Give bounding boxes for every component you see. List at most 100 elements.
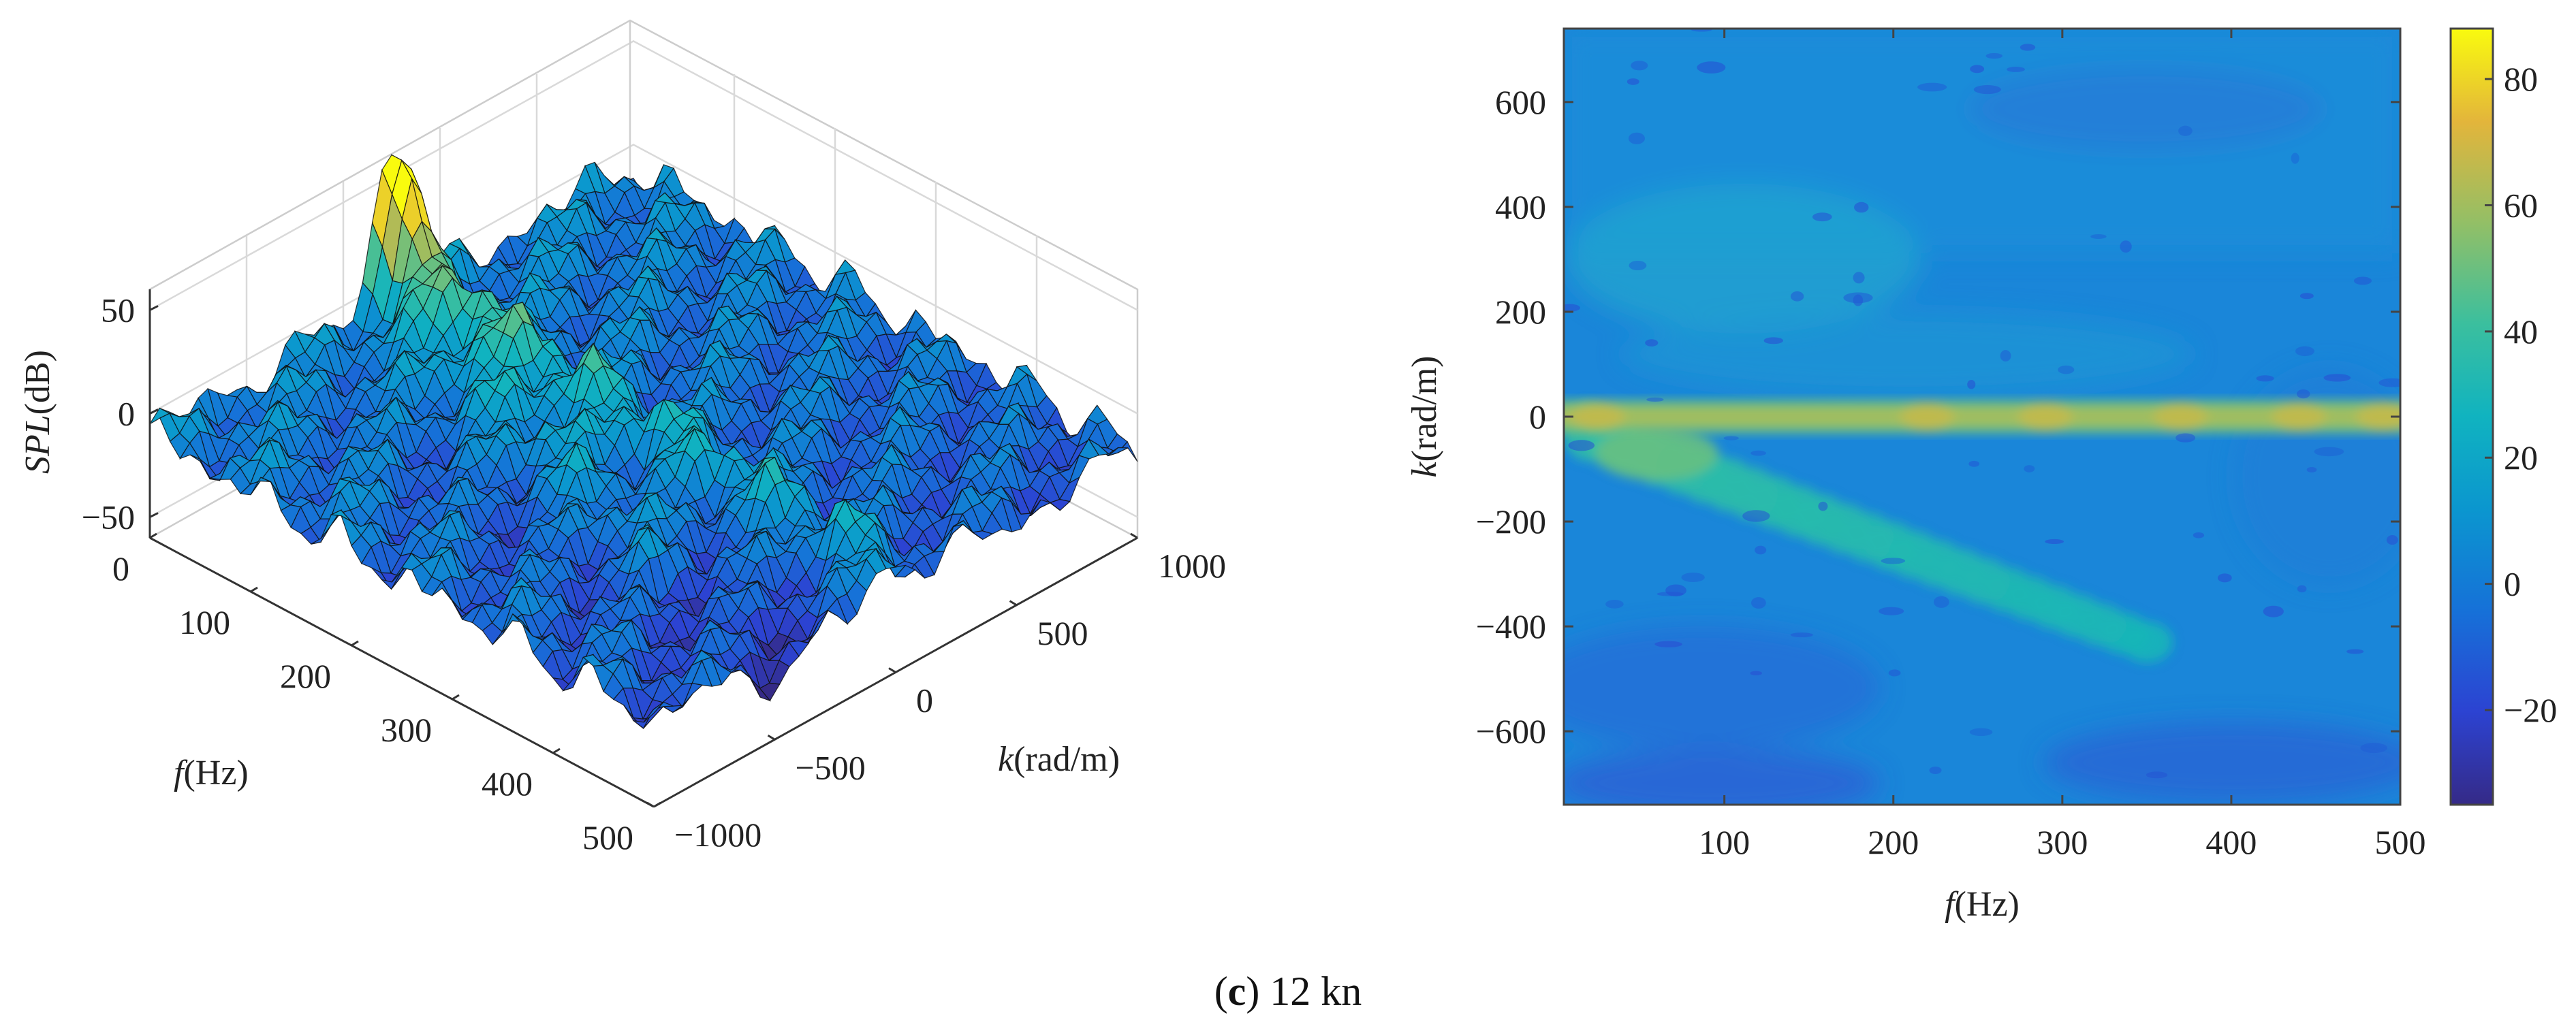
speckle [1564,304,1580,312]
speckle [1631,61,1648,71]
speckle [1843,292,1873,304]
f-tick-mark [351,640,359,647]
speckle [1854,202,1869,213]
k-tick-mark [646,801,655,808]
horizontal-band [1564,400,2400,433]
speckle [1755,545,1767,555]
speckle [1853,272,1865,284]
speckle [2299,293,2314,300]
speckle [1750,450,1766,456]
speckle [1681,573,1705,583]
f-tick-mark [250,586,258,593]
k-tick-label: 400 [1495,188,1546,226]
speckle [1973,85,2001,95]
colorbar-tick-label: 40 [2504,312,2538,351]
speckle [1881,558,1906,564]
k-tick-label: 500 [1037,614,1088,652]
f-tick-mark [452,694,460,701]
speckle [1812,212,1832,222]
k-tick-label: 1000 [1158,547,1226,585]
f-tick-label: 300 [381,711,432,749]
f-tick-label: 400 [2205,823,2257,861]
k-axis-label: k(rad/m) [1405,355,1444,477]
hband-hotspot [2272,403,2327,430]
speckle [1763,337,1783,344]
k-tick-label: 200 [1495,293,1546,331]
f-tick-label: 300 [2037,823,2088,861]
speckle [1969,728,1993,737]
f-tick-label: 200 [1868,823,1919,861]
speckle [2386,535,2398,545]
speckle [2295,346,2314,357]
colorbar [2449,27,2494,806]
speckle [1627,78,1639,85]
f-tick-label: 400 [482,765,533,803]
speckle [1933,596,1949,608]
hband-hotspot [1900,403,1955,430]
speckle [2378,378,2400,387]
speckle [1654,641,1682,647]
speckle [1967,380,1976,389]
back-grid-z [149,39,1138,311]
speckle [2263,605,2284,617]
colorbar-ticks: 80 60 40 20 0 −20 [2485,60,2557,729]
heatmap-field [1564,29,2400,805]
k-tick-label: −400 [1476,607,1546,645]
speckle [1968,460,1980,467]
speckle [1742,510,1770,522]
heatmap-ticks: 100 200 300 400 500 600 400 200 0 −200 −400 −600 [1476,29,2426,861]
speckle [1629,260,1647,271]
f-tick-mark [552,748,561,754]
speckle [2193,532,2205,539]
k-tick-label: 600 [1495,83,1546,121]
z-tick-mark [149,408,159,415]
k-tick-mark [1130,532,1138,539]
speckle [1628,132,1645,144]
back-grid-z [149,144,1138,415]
speckle [1790,291,1804,302]
hband-core [1564,407,2400,426]
hband-hotspot [1570,403,1625,430]
k-tick-label: 0 [1529,398,1546,436]
f-axis-label-3d: f(Hz) [174,754,249,792]
k-tick-mark [767,734,776,741]
speckle [1818,501,1828,511]
speckle [2346,649,2364,654]
colorbar-tick-label: 80 [2504,60,2538,98]
k-tick-mark [1009,600,1018,607]
speckle [1929,766,1942,775]
hband-hotspot [2356,403,2400,430]
surface-mesh [149,154,1138,729]
speckle [1697,61,1726,74]
colorbar-tick-label: 60 [2504,187,2538,225]
speckle [2291,152,2299,164]
f-tick-label: 200 [280,657,331,695]
speckle [2146,771,2168,779]
speckle [2176,433,2196,443]
speckle [1750,671,1762,676]
f-axis-label: f(Hz) [1945,885,2020,924]
f-tick-mark [149,532,157,539]
speckle [1879,607,1904,615]
f-tick-label: 0 [112,549,129,588]
diag-band-origin [1595,425,1718,481]
speckle [1985,52,2002,59]
z-axis-label: SPL(dB) [18,350,57,474]
hband-hotspot [2018,403,2073,430]
heatmap-speckles [1564,29,2400,779]
speckle [2090,234,2107,239]
speckle [2360,743,2387,754]
surface-patch [643,701,664,723]
f-tick-label: 500 [582,818,633,856]
k-tick-label: −500 [796,748,866,786]
z-tick-label: 0 [118,395,135,433]
speckle [1646,397,1664,402]
speckle [2020,44,2036,51]
speckle [2314,447,2344,457]
f-tick-label: 100 [179,603,230,641]
speckle [1917,82,1947,92]
f-axis-line [149,536,655,808]
k-tick-label: −1000 [674,816,761,854]
